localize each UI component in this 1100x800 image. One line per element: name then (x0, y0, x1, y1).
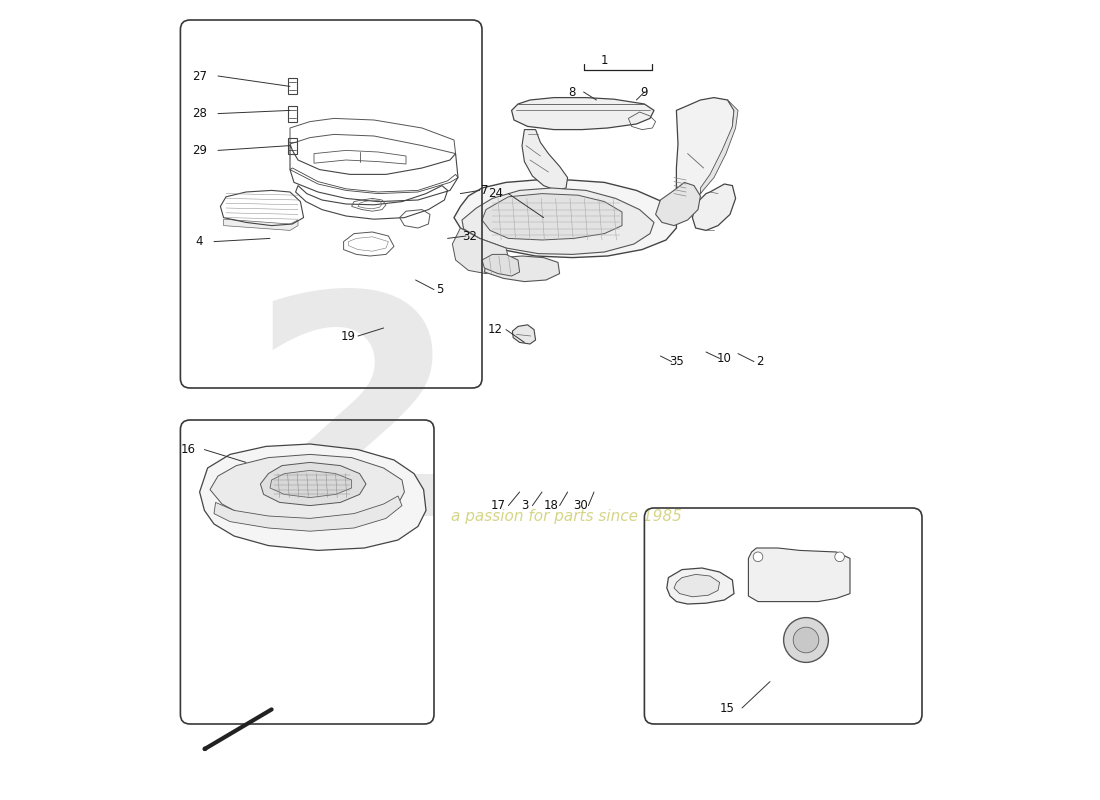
Polygon shape (513, 325, 536, 344)
Circle shape (754, 552, 762, 562)
Circle shape (793, 627, 818, 653)
Text: 12: 12 (488, 323, 503, 336)
Polygon shape (223, 219, 298, 230)
Polygon shape (701, 100, 738, 194)
Text: 29: 29 (192, 144, 207, 157)
Polygon shape (214, 496, 402, 531)
Polygon shape (452, 228, 508, 274)
Text: 27: 27 (192, 70, 207, 82)
Polygon shape (199, 444, 426, 550)
Text: 24: 24 (488, 187, 503, 200)
Text: 15: 15 (720, 702, 735, 714)
Circle shape (783, 618, 828, 662)
Polygon shape (482, 194, 622, 240)
Text: 28: 28 (192, 107, 207, 120)
Text: a passion for parts since 1985: a passion for parts since 1985 (451, 509, 681, 523)
Text: 10: 10 (717, 352, 732, 365)
Polygon shape (484, 256, 560, 282)
Polygon shape (482, 254, 519, 276)
Polygon shape (692, 184, 736, 230)
Text: 19: 19 (341, 330, 356, 342)
Text: 3: 3 (520, 499, 528, 512)
Polygon shape (462, 188, 654, 254)
Polygon shape (210, 454, 405, 525)
Polygon shape (667, 568, 734, 604)
Text: 5: 5 (436, 283, 443, 296)
Polygon shape (522, 130, 568, 190)
Text: 2: 2 (248, 283, 460, 581)
Text: 7: 7 (481, 184, 488, 197)
Text: 30: 30 (573, 499, 587, 512)
Text: 18: 18 (544, 499, 559, 512)
Polygon shape (261, 462, 366, 506)
Text: 4: 4 (196, 235, 204, 248)
Polygon shape (512, 98, 654, 130)
Polygon shape (676, 98, 734, 202)
Polygon shape (748, 548, 850, 602)
Text: 16: 16 (180, 443, 196, 456)
Text: 1: 1 (601, 54, 608, 66)
Text: 32: 32 (463, 230, 477, 242)
Text: 8: 8 (569, 86, 576, 98)
Polygon shape (270, 470, 352, 498)
Text: 35: 35 (669, 355, 684, 368)
Polygon shape (674, 574, 719, 597)
Polygon shape (656, 182, 701, 226)
Text: 2: 2 (756, 355, 763, 368)
Polygon shape (454, 180, 676, 258)
Text: 17: 17 (491, 499, 506, 512)
Circle shape (835, 552, 845, 562)
Text: 9: 9 (640, 86, 648, 98)
